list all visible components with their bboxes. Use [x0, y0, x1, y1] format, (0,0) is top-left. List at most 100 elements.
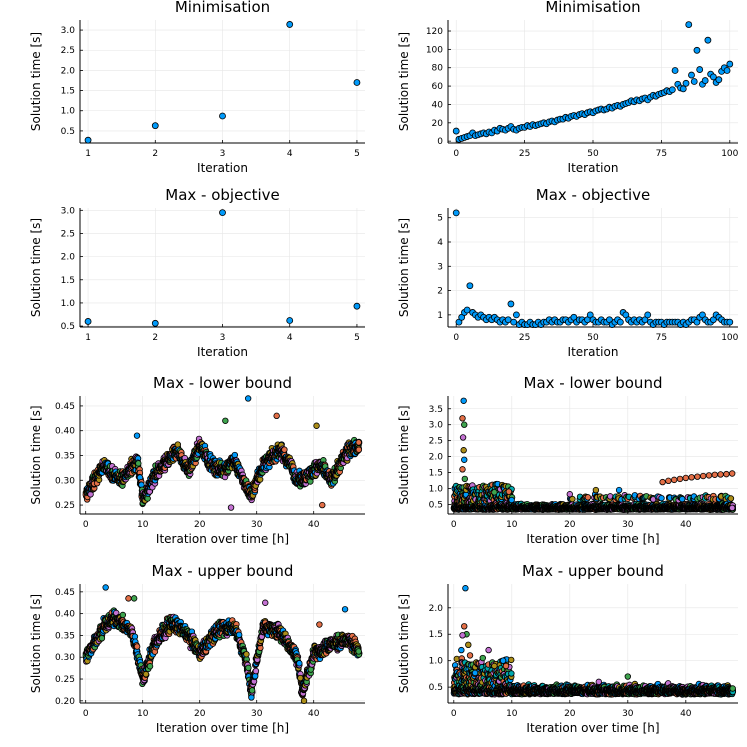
- y-axis-label: Solution time [s]: [29, 32, 43, 131]
- x-axis-label: Iteration over time [h]: [156, 532, 289, 546]
- y-tick-label: 1.0: [429, 484, 444, 494]
- x-tick-label: 50: [587, 333, 599, 343]
- data-point: [151, 319, 159, 327]
- data-point: [584, 494, 592, 501]
- x-tick-label: 30: [251, 520, 263, 530]
- data-points: [452, 209, 734, 328]
- data-point: [452, 127, 460, 135]
- x-tick-label: 3: [220, 333, 226, 343]
- x-tick-label: 100: [721, 149, 738, 159]
- data-point: [353, 302, 361, 310]
- data-points: [452, 21, 734, 143]
- y-tick-label: 60: [432, 82, 444, 92]
- y-tick-label: 3.0: [429, 421, 444, 431]
- x-tick-label: 75: [656, 333, 667, 343]
- data-point: [644, 311, 652, 319]
- data-point: [135, 460, 142, 467]
- x-tick-label: 20: [564, 520, 576, 530]
- y-tick-label: 2.0: [61, 253, 76, 263]
- y-tick-label: 0.35: [55, 451, 75, 461]
- data-point: [726, 60, 734, 68]
- y-tick-label: 120: [426, 27, 443, 37]
- x-tick-label: 30: [622, 520, 634, 530]
- data-point: [219, 112, 226, 120]
- data-point: [679, 85, 687, 93]
- y-tick-label: 3.0: [61, 26, 76, 36]
- chart-title: Max - objective: [536, 186, 650, 204]
- y-tick-label: 2: [437, 287, 443, 297]
- x-tick-label: 25: [519, 149, 530, 159]
- chart-title: Max - lower bound: [153, 374, 292, 392]
- x-tick-label: 50: [587, 149, 599, 159]
- y-tick-label: 1: [437, 311, 443, 321]
- data-point: [463, 306, 471, 314]
- y-tick-label: 2.5: [429, 437, 443, 447]
- data-point: [685, 21, 693, 28]
- data-points: [82, 395, 363, 511]
- data-point: [133, 432, 141, 439]
- x-axis-label: Iteration: [197, 345, 248, 359]
- data-points: [450, 397, 737, 514]
- data-point: [679, 495, 686, 503]
- data-point: [723, 67, 731, 74]
- y-tick-label: 1.5: [61, 276, 75, 286]
- data-point: [227, 504, 235, 511]
- x-tick-label: 20: [194, 520, 206, 530]
- y-tick-label: 100: [426, 45, 443, 55]
- x-tick-label: 5: [354, 333, 360, 343]
- x-tick-label: 0: [83, 520, 89, 530]
- y-axis-label: Solution time [s]: [29, 218, 43, 317]
- data-point: [690, 78, 698, 85]
- data-point: [701, 77, 709, 84]
- data-point: [704, 36, 712, 44]
- y-tick-label: 0.25: [55, 501, 75, 511]
- data-points: [84, 209, 361, 327]
- chart-panel-2: 0 25 50 75 100020406080100120MinimisationIte…: [397, 0, 739, 175]
- x-axis-label: Iteration over time [h]: [526, 532, 659, 546]
- data-point: [452, 209, 460, 217]
- x-tick-label: 10: [506, 520, 518, 530]
- y-tick-label: 5: [437, 214, 443, 224]
- data-point: [286, 21, 294, 28]
- y-tick-label: 0.45: [55, 402, 75, 412]
- x-axis-label: Iteration: [568, 345, 619, 359]
- y-tick-label: 0.5: [61, 322, 75, 332]
- data-point: [715, 76, 723, 84]
- x-tick-label: 4: [287, 149, 293, 159]
- x-tick-label: 5: [354, 149, 360, 159]
- data-point: [726, 318, 734, 326]
- data-point: [256, 476, 264, 483]
- x-tick-label: 1: [85, 149, 91, 159]
- data-point: [222, 417, 229, 424]
- data-point: [353, 79, 361, 86]
- data-point: [658, 494, 665, 502]
- data-point: [355, 446, 363, 453]
- chart-title: Minimisation: [545, 0, 640, 16]
- data-point: [466, 282, 474, 290]
- x-tick-label: 3: [220, 149, 226, 159]
- data-point: [84, 318, 92, 325]
- y-tick-label: 0.40: [55, 427, 75, 437]
- y-tick-label: 0.5: [429, 500, 443, 510]
- y-axis-label: Solution time [s]: [397, 218, 411, 317]
- y-tick-label: 40: [432, 100, 444, 110]
- x-tick-label: 0: [453, 333, 459, 343]
- data-point: [510, 318, 518, 326]
- x-axis-label: Iteration: [197, 161, 248, 175]
- x-tick-label: 25: [519, 333, 530, 343]
- data-point: [616, 318, 624, 326]
- data-point: [174, 441, 181, 448]
- y-tick-label: 80: [432, 64, 444, 74]
- data-point: [688, 71, 695, 79]
- x-tick-label: 2: [152, 149, 158, 159]
- y-axis-label: Solution time [s]: [397, 405, 411, 504]
- data-point: [231, 451, 239, 459]
- data-point: [504, 316, 512, 324]
- chart-title: Max - objective: [165, 186, 279, 204]
- data-point: [682, 79, 690, 87]
- data-point: [355, 439, 362, 446]
- x-tick-label: 0: [453, 149, 459, 159]
